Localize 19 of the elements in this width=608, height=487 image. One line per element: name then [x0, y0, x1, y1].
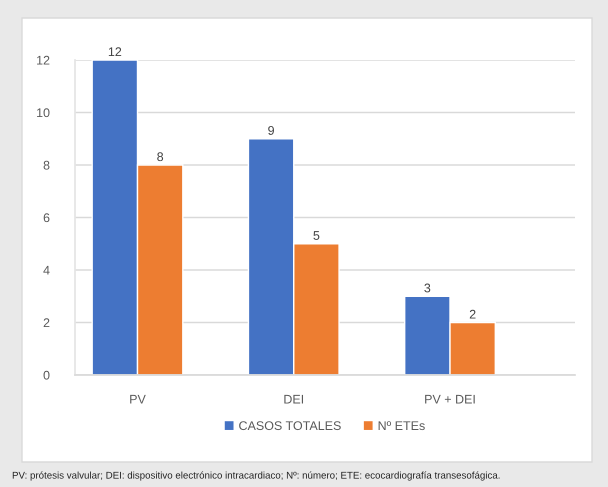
- y-tick-label: 4: [43, 266, 50, 275]
- legend-label: Nº ETEs: [378, 421, 425, 430]
- x-tick-label: DEI: [284, 394, 304, 404]
- y-tick-label: 12: [37, 56, 50, 65]
- x-tick-label: PV: [130, 394, 146, 404]
- data-label: 5: [313, 231, 320, 240]
- text: PV: prótesis valvular; DEI: dispositivo electrónico intracardiaco; Nº: número; ETE: ecocardiografía transesofágica.: [12, 471, 500, 481]
- y-tick-label: 0: [44, 370, 50, 380]
- y-tick-label: 6: [44, 213, 50, 222]
- legend-label: CASOS TOTALES: [239, 421, 341, 430]
- x-tick-label: PV + DEI: [425, 394, 475, 404]
- data-label: 2: [470, 310, 476, 319]
- data-label: 3: [424, 284, 430, 292]
- data-label: 8: [157, 152, 164, 162]
- data-label: 12: [108, 47, 122, 56]
- y-tick-label: 8: [44, 160, 50, 170]
- y-tick-label: 10: [37, 108, 50, 118]
- data-label: 9: [268, 126, 274, 135]
- y-tick-label: 2: [44, 318, 50, 328]
